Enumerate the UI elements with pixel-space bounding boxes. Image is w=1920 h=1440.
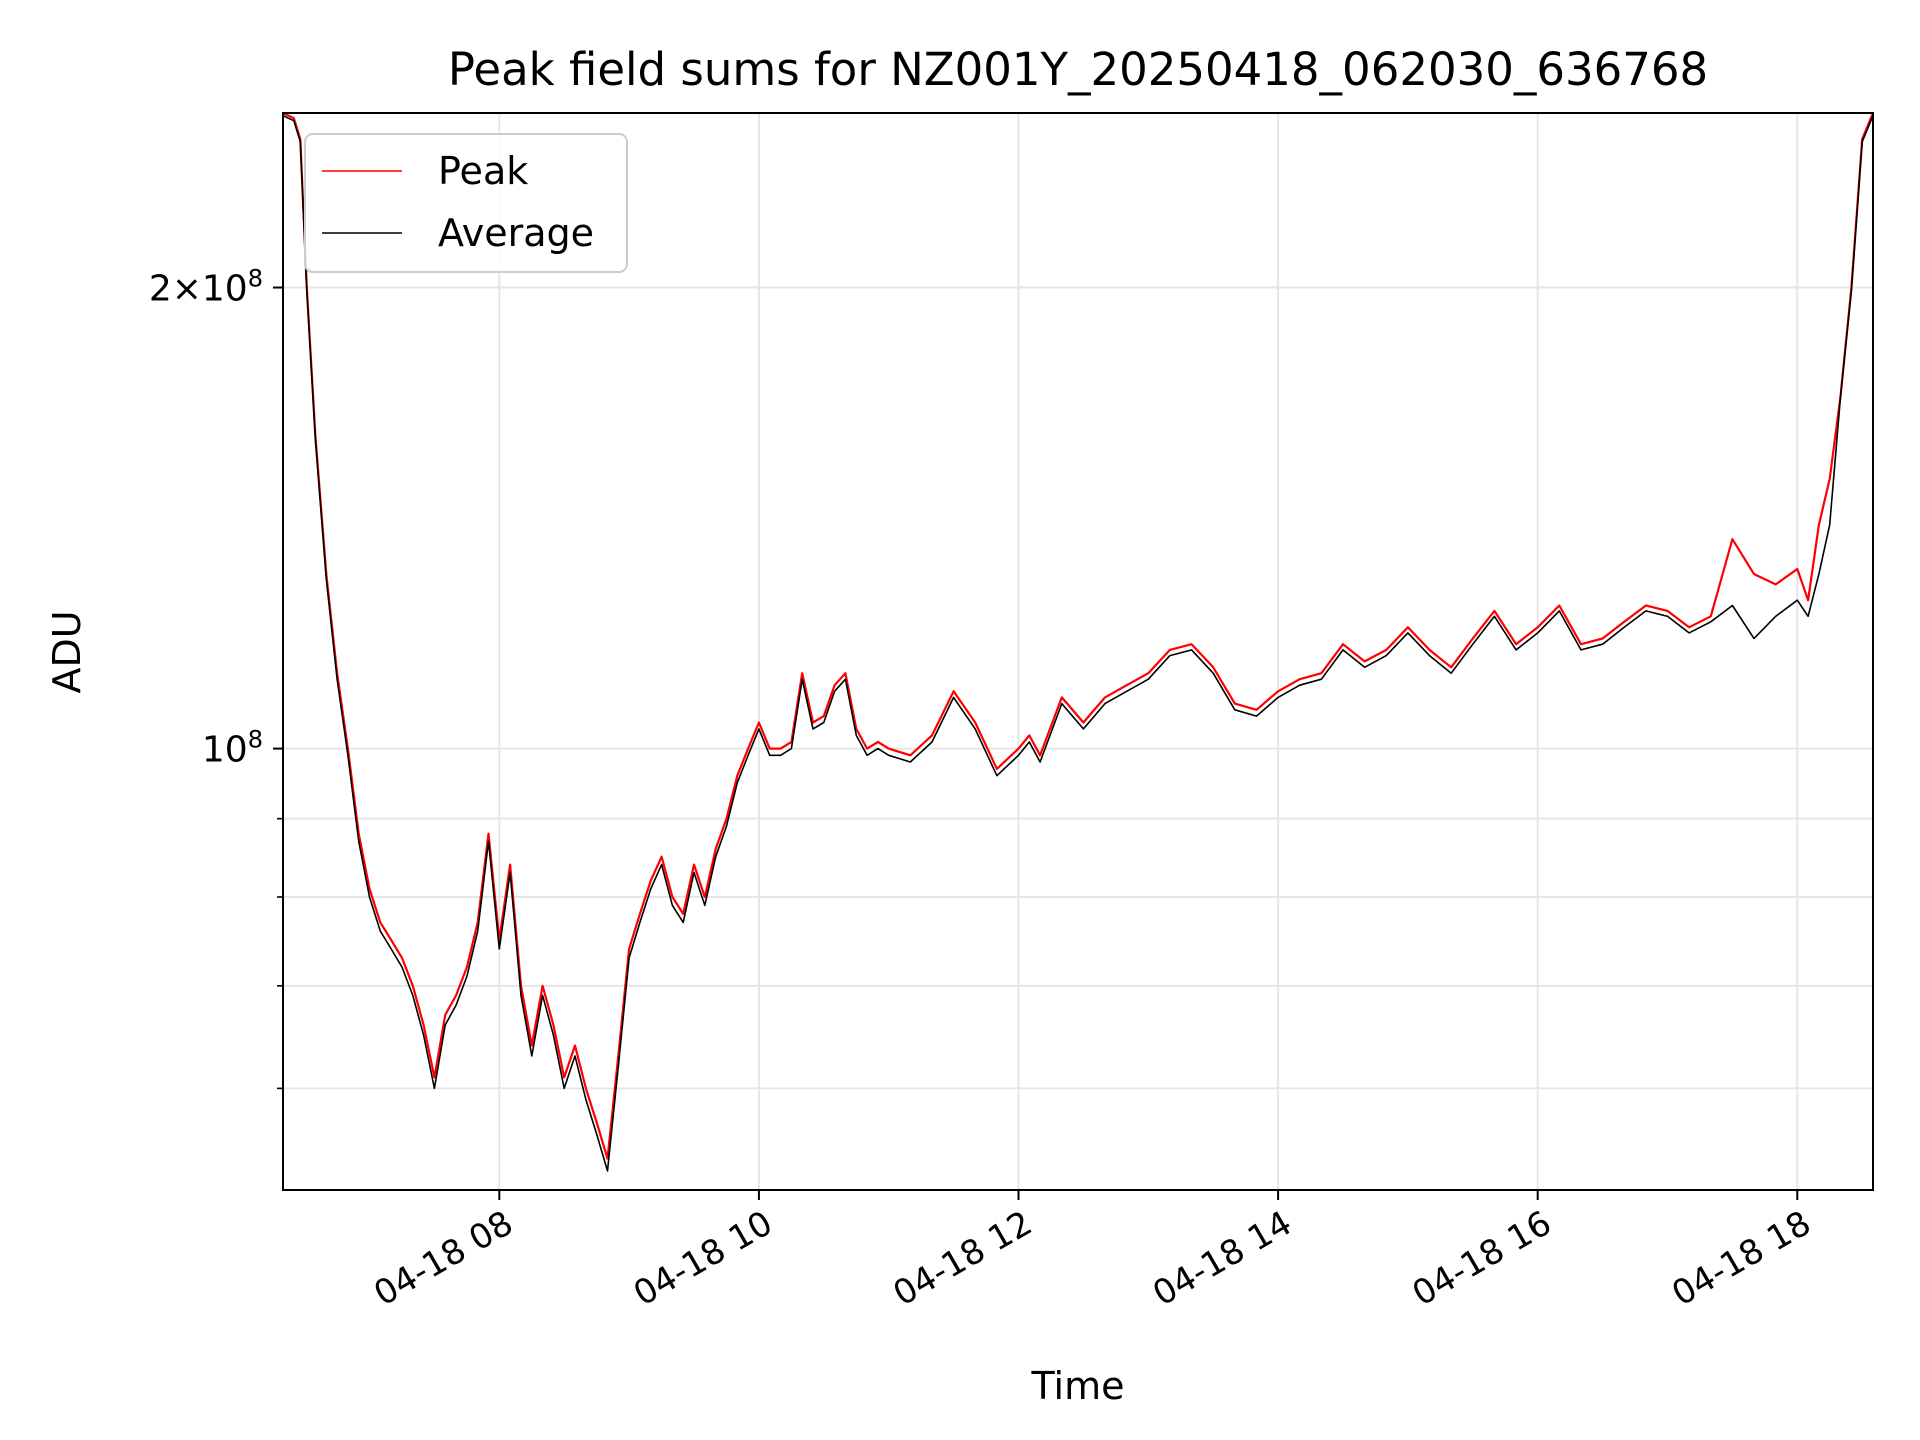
plot-lines (282, 112, 1875, 1172)
y-axis-label: ADU (45, 610, 89, 693)
y-tick-label: 2×108 (149, 265, 263, 310)
legend-peak-label: Peak (438, 149, 528, 193)
legend-box (304, 133, 628, 273)
legend: Peak Average (304, 133, 628, 273)
y-tick-label: 108 (202, 726, 263, 771)
y-axis-ticks: 108 2×108 (149, 265, 283, 1090)
plot-area-frame (282, 112, 1874, 1191)
series-peak-line (282, 112, 1875, 1160)
series-average-line (282, 114, 1874, 1172)
x-axis-label: Time (1031, 1364, 1125, 1408)
chart-title: Peak field sums for NZ001Y_20250418_0620… (448, 43, 1708, 96)
grid (283, 113, 1873, 1190)
legend-average-label: Average (438, 211, 594, 255)
